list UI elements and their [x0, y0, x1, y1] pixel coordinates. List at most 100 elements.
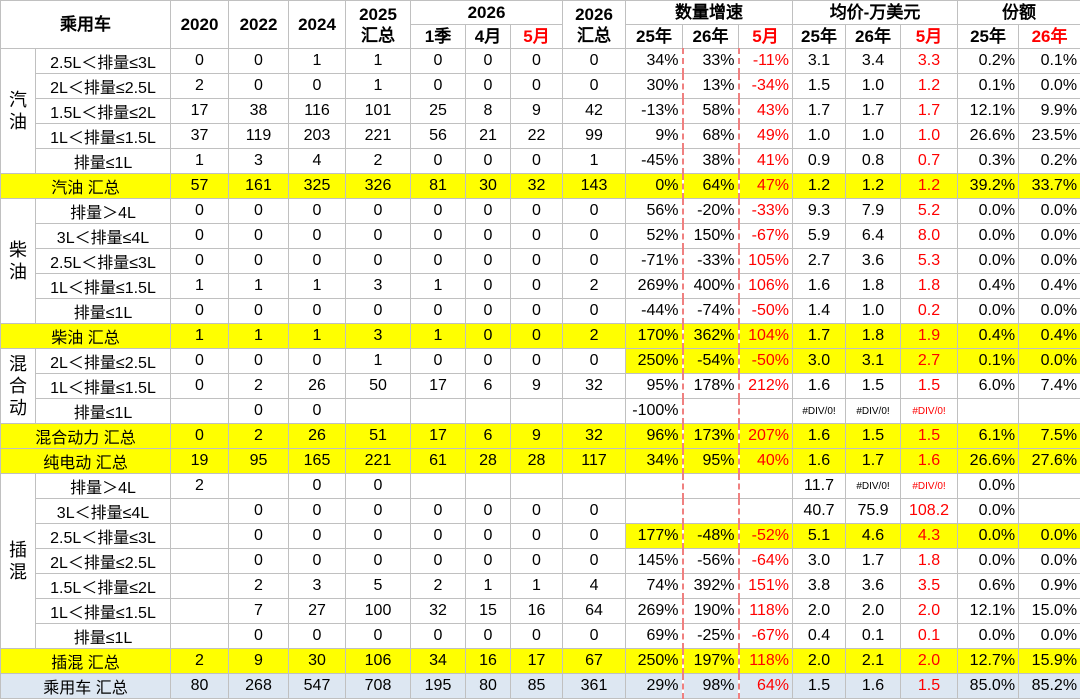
cell: 0 [466, 299, 511, 324]
cell: 0.0% [958, 299, 1019, 324]
cell: 3.0 [793, 549, 846, 574]
row-label: 3L＜排量≤4L [36, 224, 171, 249]
cell: 0.1% [1019, 49, 1080, 74]
cell: 0.4% [958, 324, 1019, 349]
cell: 178% [683, 374, 739, 399]
cell: 25 [411, 99, 466, 124]
cell: 0 [171, 374, 229, 399]
cell: 0 [466, 349, 511, 374]
cell: 0 [466, 274, 511, 299]
cell: -11% [739, 49, 793, 74]
cell: 0 [466, 49, 511, 74]
cell: 1 [511, 574, 563, 599]
cell: 0 [511, 299, 563, 324]
cell: 7 [229, 599, 289, 624]
row-label: 2.5L＜排量≤3L [36, 524, 171, 549]
cell: 547 [289, 674, 346, 699]
cell: 0 [466, 199, 511, 224]
cell: 221 [346, 449, 411, 474]
cell: 68% [683, 124, 739, 149]
cell: 32 [411, 599, 466, 624]
row-label: 3L＜排量≤4L [36, 499, 171, 524]
cell: 0 [289, 624, 346, 649]
sub-header: 1季 [411, 25, 466, 49]
cell: 43% [739, 99, 793, 124]
cell: 0.0% [958, 624, 1019, 649]
cell [411, 474, 466, 499]
cell: 1 [563, 149, 626, 174]
cell: 0 [511, 49, 563, 74]
cell: 0 [229, 224, 289, 249]
cell: 2 [229, 374, 289, 399]
cell: 0 [289, 74, 346, 99]
cell: 0 [563, 299, 626, 324]
cell: -45% [626, 149, 683, 174]
cell: -56% [683, 549, 739, 574]
cell: 0 [229, 399, 289, 424]
cell: 0.0% [1019, 349, 1080, 374]
group-header: 份额 [958, 1, 1080, 25]
row-label: 排量≤1L [36, 299, 171, 324]
cell: 0 [229, 549, 289, 574]
cell: 2 [411, 574, 466, 599]
cell: -13% [626, 99, 683, 124]
cell: 2.1 [846, 649, 901, 674]
cell: 75.9 [846, 499, 901, 524]
cell: 0 [511, 199, 563, 224]
row-label: 1L＜排量≤1.5L [36, 124, 171, 149]
cell: 2.7 [901, 349, 958, 374]
cell: 2 [171, 649, 229, 674]
cell: 15.9% [1019, 649, 1080, 674]
row-label: 1.5L＜排量≤2L [36, 99, 171, 124]
cell: 1.2 [793, 174, 846, 199]
cell: 0 [411, 524, 466, 549]
cell: 0 [229, 249, 289, 274]
row-label: 2.5L＜排量≤3L [36, 49, 171, 74]
cell: 2 [171, 474, 229, 499]
cell: 0 [511, 524, 563, 549]
corner-header: 乘用车 [1, 1, 171, 49]
cell [683, 499, 739, 524]
cell: 3.1 [846, 349, 901, 374]
cell: -33% [739, 199, 793, 224]
row-label: 1L＜排量≤1.5L [36, 374, 171, 399]
cell: 203 [289, 124, 346, 149]
cell: 269% [626, 599, 683, 624]
cell: 9 [229, 649, 289, 674]
cell: 4 [289, 149, 346, 174]
cell: 0 [411, 74, 466, 99]
cell [466, 474, 511, 499]
cell: 1.6 [793, 374, 846, 399]
cell: 0.0% [958, 224, 1019, 249]
cell: 6 [466, 374, 511, 399]
cell: 207% [739, 424, 793, 449]
cell: 0.4% [1019, 274, 1080, 299]
cell: 12.1% [958, 99, 1019, 124]
cell: 177% [626, 524, 683, 549]
cell: 0 [171, 199, 229, 224]
cell: 0 [411, 224, 466, 249]
cell: 56 [411, 124, 466, 149]
cell: 0 [511, 349, 563, 374]
cell: 2.0 [901, 649, 958, 674]
cell: 2.0 [846, 599, 901, 624]
cell: 12.1% [958, 599, 1019, 624]
cell: 0 [563, 224, 626, 249]
row-label: 乘用车 汇总 [1, 674, 171, 699]
cell: 26.6% [958, 124, 1019, 149]
cell: -50% [739, 299, 793, 324]
cell: 118% [739, 599, 793, 624]
cell: 1 [289, 274, 346, 299]
cell: 67 [563, 649, 626, 674]
cell: 0 [466, 524, 511, 549]
cell: 9 [511, 374, 563, 399]
year-header: 2022 [229, 1, 289, 49]
cell: 0 [289, 349, 346, 374]
cell [171, 574, 229, 599]
sub-header: 4月 [466, 25, 511, 49]
